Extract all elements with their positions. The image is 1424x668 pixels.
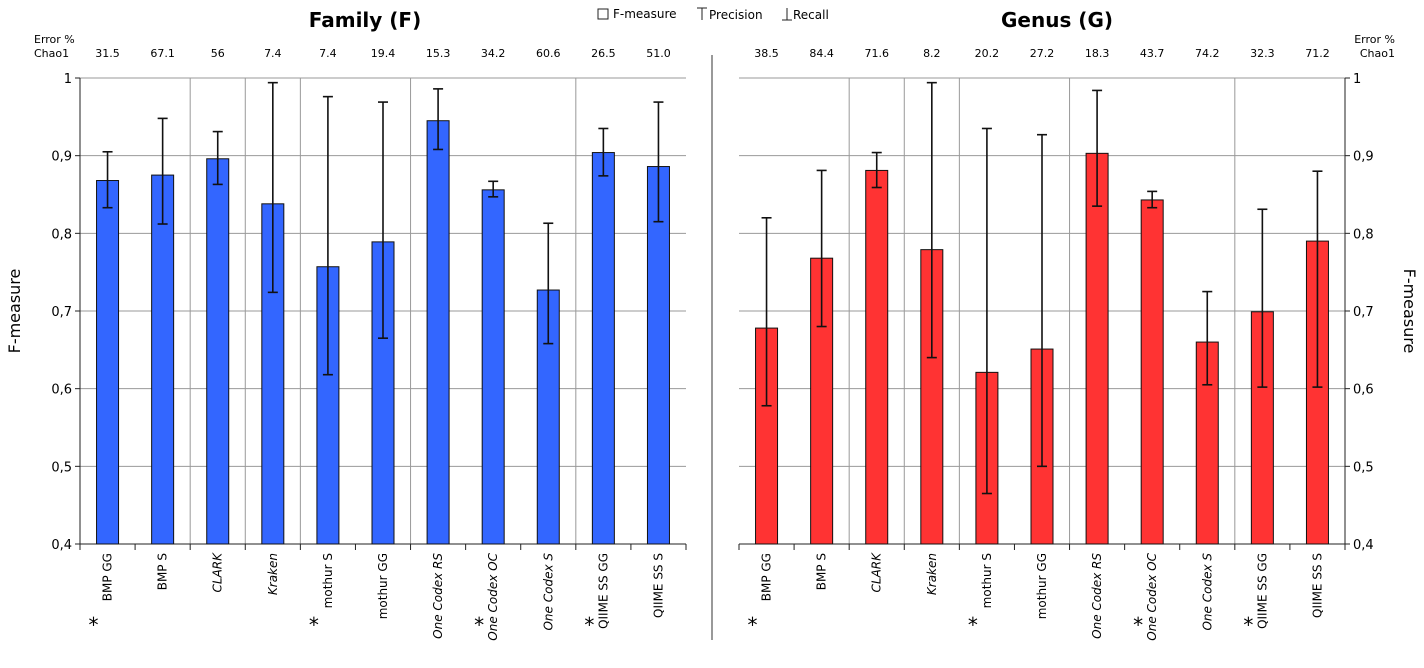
asterisk-marker: *: [1243, 613, 1253, 637]
y-tick-label: 0,4: [1353, 538, 1374, 553]
chao1-error-value: 20.2: [975, 47, 1000, 60]
x-category-label: mothur S: [980, 553, 994, 608]
chao1-error-value: 19.4: [371, 47, 396, 60]
x-category-label: One Codex S: [541, 553, 555, 631]
x-category-label: One Codex RS: [1090, 553, 1104, 639]
y-tick-label: 0,4: [51, 538, 72, 553]
asterisk-marker: *: [748, 613, 758, 637]
y-tick-label: 0,8: [51, 227, 72, 242]
x-category-label: mothur GG: [376, 553, 390, 619]
y-tick-label: 0,8: [1353, 227, 1374, 242]
chao1-error-value: 15.3: [426, 47, 451, 60]
x-category-label: BMP GG: [760, 553, 774, 601]
y-tick-label: 0,5: [51, 460, 72, 475]
chao1-error-value: 71.2: [1305, 47, 1330, 60]
x-category-label: mothur S: [321, 553, 335, 608]
x-category-label: QIIME SS GG: [1255, 553, 1269, 629]
y-tick-label: 0,7: [1353, 305, 1374, 320]
bar: [96, 180, 120, 545]
y-tick-label: 1: [64, 72, 72, 87]
x-category-label: One Codex RS: [431, 553, 445, 639]
y-tick-label: 1: [1353, 72, 1361, 87]
error-label: Error %: [1354, 33, 1395, 46]
y-tick-label: 0,6: [51, 383, 72, 398]
chart-title: Family (F): [309, 8, 421, 32]
chao1-error-value: 18.3: [1085, 47, 1110, 60]
asterisk-marker: *: [584, 613, 594, 637]
y-tick-label: 0,9: [51, 150, 72, 165]
x-category-label: One Codex OC: [1145, 552, 1159, 640]
chao1-error-value: 43.7: [1140, 47, 1165, 60]
bar: [591, 152, 615, 545]
bar: [1085, 152, 1109, 545]
bar: [206, 158, 230, 545]
y-axis-title: F-measure: [1400, 269, 1419, 354]
chao1-error-value: 31.5: [95, 47, 120, 60]
y-tick-label: 0,6: [1353, 383, 1374, 398]
chao1-error-value: 38.5: [754, 47, 779, 60]
x-category-label: Kraken: [925, 553, 939, 595]
asterisk-marker: *: [309, 613, 319, 637]
x-category-label: Kraken: [266, 553, 280, 595]
chao1-error-value: 67.1: [150, 47, 175, 60]
x-category-label: One Codex OC: [486, 552, 500, 640]
chao1-error-value: 34.2: [481, 47, 506, 60]
asterisk-marker: *: [474, 613, 484, 637]
x-category-label: BMP S: [815, 553, 829, 590]
x-category-label: BMP GG: [101, 553, 115, 601]
chao1-error-value: 56: [211, 47, 225, 60]
x-category-label: CLARK: [211, 552, 225, 593]
y-tick-label: 0,7: [51, 305, 72, 320]
bar: [426, 120, 450, 545]
x-category-label: mothur GG: [1035, 553, 1049, 619]
asterisk-marker: *: [1133, 613, 1143, 637]
bar: [1140, 199, 1164, 545]
chao1-error-value: 84.4: [809, 47, 834, 60]
legend-fmeasure-swatch: [597, 8, 609, 20]
chart-panel-0: Family (F) Error %Chao1 0,4 0,5 0,6 0,7 0,8 0,9…: [5, 8, 687, 641]
asterisk-marker: *: [89, 613, 99, 637]
legend-fmeasure-label: F-measure: [613, 7, 677, 21]
legend-recall-label: Recall: [793, 8, 829, 22]
legend-precision-label: Precision: [709, 8, 763, 22]
chao1-error-value: 7.4: [319, 47, 337, 60]
bar: [865, 169, 889, 545]
x-category-label: QIIME SS S: [651, 553, 665, 618]
chao1-error-value: 7.4: [264, 47, 282, 60]
chao1-error-value: 32.3: [1250, 47, 1275, 60]
chart-title: Genus (G): [1001, 8, 1113, 32]
y-axis-title: F-measure: [5, 269, 24, 354]
chao1-label: Chao1: [34, 47, 69, 60]
bar: [646, 166, 670, 545]
chao1-error-value: 51.0: [646, 47, 671, 60]
error-label: Error %: [34, 33, 75, 46]
chao1-error-value: 27.2: [1030, 47, 1055, 60]
asterisk-marker: *: [968, 613, 978, 637]
chao1-error-value: 8.2: [923, 47, 941, 60]
x-category-label: QIIME SS S: [1310, 553, 1324, 618]
bar: [481, 189, 505, 545]
y-tick-label: 0,9: [1353, 150, 1374, 165]
chao1-error-value: 60.6: [536, 47, 561, 60]
bar: [151, 174, 175, 545]
x-category-label: QIIME SS GG: [596, 553, 610, 629]
chao1-label: Chao1: [1360, 47, 1395, 60]
chart-panel-1: Genus (G) Error %Chao1 0,4 0,5 0,6 0,7 0,8 0,9 1…: [738, 8, 1419, 641]
x-category-label: One Codex S: [1200, 553, 1214, 631]
chao1-error-value: 71.6: [864, 47, 889, 60]
x-category-label: CLARK: [870, 552, 884, 593]
x-category-label: BMP S: [156, 553, 170, 590]
chao1-error-value: 74.2: [1195, 47, 1220, 60]
y-tick-label: 0,5: [1353, 460, 1374, 475]
chao1-error-value: 26.5: [591, 47, 616, 60]
